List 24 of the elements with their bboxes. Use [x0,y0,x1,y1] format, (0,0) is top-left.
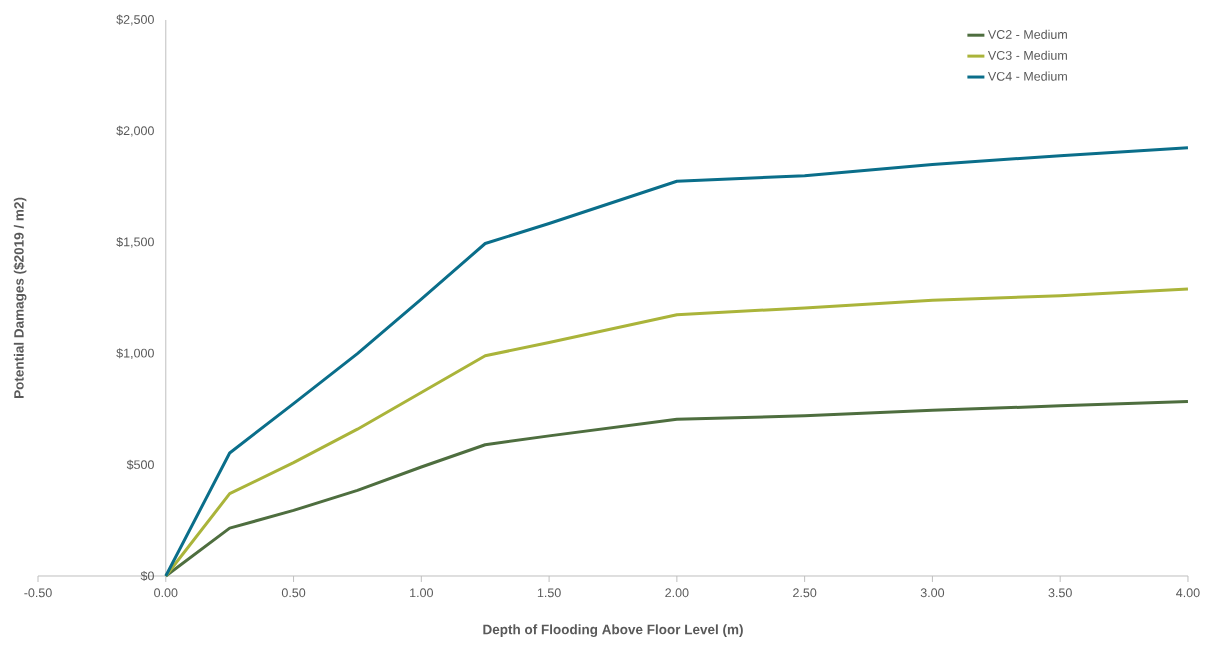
line-series [164,399,1190,578]
y-tick-label: $2,000 [116,125,154,137]
x-tick-label: 0.00 [154,588,178,598]
legend-label: VC4 - Medium [987,71,1067,81]
y-tick-label: $2,500 [116,14,154,26]
x-tick-label: 3.00 [920,588,945,598]
legend-label: VC3 - Medium [987,50,1067,60]
y-tick-label: $1,000 [116,348,154,360]
line-series [164,146,1190,578]
y-tick-label: $500 [126,459,154,470]
legend-label: VC2 - Medium [987,29,1067,39]
x-tick-label: 3.50 [1048,588,1072,598]
x-tick-label: 4.00 [1176,588,1200,598]
x-tick-label: 1.00 [410,588,433,598]
x-axis-title: Depth of Flooding Above Floor Level (m) [483,624,743,637]
x-tick-label: 0.50 [281,588,306,598]
x-tick-label: 1.50 [537,588,561,598]
y-tick-label: $1,500 [116,236,154,248]
x-tick-label: 2.00 [665,588,689,598]
line-series [164,287,1190,578]
x-tick-label: -0.50 [24,588,52,598]
y-tick-label: $0 [140,570,154,582]
x-tick-label: 2.50 [793,588,817,598]
y-axis-title: Potential Damages ($2019 / m2) [13,197,27,398]
